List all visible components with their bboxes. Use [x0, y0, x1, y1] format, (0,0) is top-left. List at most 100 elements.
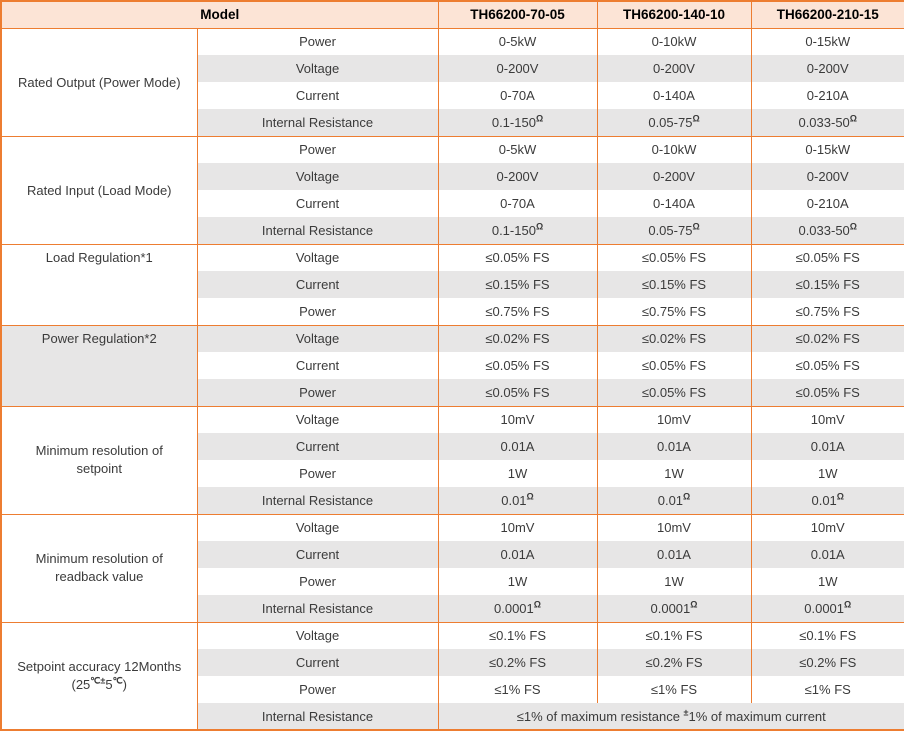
spec-value-cell: ≤0.02% FS	[596, 324, 751, 352]
spec-value-cell: ≤0.1% FS	[750, 621, 904, 649]
ohm-superscript: Ω	[533, 599, 541, 610]
spec-value-cell: 0-200V	[437, 55, 597, 82]
spec-value-cell: ≤0.1% FS	[596, 621, 751, 649]
spec-value-cell: 0.01A	[437, 541, 597, 568]
table-row: Rated Input (Load Mode) Power 0-5kW 0-10…	[0, 135, 904, 244]
param-label-cell: Voltage	[196, 513, 438, 541]
table-row: Current 0.01A 0.01A 0.01A	[1, 433, 904, 460]
table-row: Internal Resistance 0.1-150Ω 0.05-75Ω 0.…	[1, 109, 904, 136]
spec-value-cell: ≤0.05% FS	[596, 379, 751, 406]
celsius-superscript: ℃±	[90, 675, 106, 686]
spec-value-cell: ≤0.75% FS	[750, 298, 904, 325]
param-label-cell: Voltage	[196, 243, 438, 271]
spec-value-cell: 0.1-150Ω	[437, 109, 597, 136]
spec-value-cell: 0.033-50Ω	[750, 217, 904, 244]
table-row: Voltage 0-200V 0-200V 0-200V	[1, 55, 904, 82]
spec-value-cell: ≤0.05% FS	[596, 243, 751, 271]
ohm-superscript: Ω	[683, 491, 691, 502]
model-header-cell: Model	[0, 1, 438, 29]
spec-value-cell: 0-5kW	[437, 27, 597, 55]
spec-value-cell: ≤0.02% FS	[437, 324, 597, 352]
spec-value-cell: 0-200V	[596, 163, 751, 190]
spec-value-cell: 0.01Ω	[437, 487, 597, 514]
spec-value-cell: ≤0.05% FS	[437, 243, 597, 271]
param-label-cell: Power	[196, 676, 438, 703]
spec-value-cell: 0-10kW	[596, 135, 751, 163]
model-column-header: TH66200-140-10	[596, 1, 751, 29]
param-label-cell: Voltage	[196, 324, 438, 352]
param-label-cell: Current	[196, 190, 438, 217]
ohm-superscript: Ω	[690, 599, 698, 610]
table-row: Load Regulation*1 Voltage ≤0.05% FS ≤0.0…	[0, 243, 904, 325]
spec-value-cell: 10mV	[750, 405, 904, 433]
ohm-superscript: Ω	[844, 599, 852, 610]
ohm-superscript: Ω	[526, 491, 534, 502]
spec-value-cell: 0.01A	[596, 541, 751, 568]
table-row: Internal Resistance 0.01Ω 0.01Ω 0.01Ω	[1, 487, 904, 514]
ohm-superscript: Ω	[692, 113, 700, 124]
table-row: Internal Resistance ≤1% of maximum resis…	[1, 703, 904, 730]
table-row: Power Regulation*2 Voltage ≤0.02% FS ≤0.…	[0, 324, 904, 406]
table-row: Current 0-70A 0-140A 0-210A	[1, 82, 904, 109]
merged-spec-value-cell: ≤1% of maximum resistance ±1% of maximum…	[437, 703, 904, 730]
spec-value-cell: 0.05-75Ω	[596, 109, 751, 136]
spec-value-cell: 0.05-75Ω	[596, 217, 751, 244]
spec-value-cell: 0.01Ω	[596, 487, 751, 514]
param-label-cell: Internal Resistance	[196, 217, 438, 244]
spec-value-cell: 10mV	[596, 405, 751, 433]
spec-value-cell: ≤1% FS	[750, 676, 904, 703]
param-label-cell: Current	[196, 649, 438, 676]
ohm-superscript: Ω	[849, 113, 858, 124]
ohm-superscript: Ω	[692, 221, 700, 232]
param-label-cell: Voltage	[196, 621, 438, 649]
spec-value-cell: 0-10kW	[596, 27, 751, 55]
param-label-cell: Power	[196, 135, 438, 163]
group-label-cell: Minimum resolution of readback value	[0, 513, 197, 622]
table-row: Current ≤0.15% FS ≤0.15% FS ≤0.15% FS	[1, 271, 904, 298]
model-column-header: TH66200-70-05	[437, 1, 597, 29]
spec-value-cell: 0-200V	[750, 55, 904, 82]
spec-value-cell: ≤0.15% FS	[437, 271, 597, 298]
table-row: Internal Resistance 0.0001Ω 0.0001Ω 0.00…	[1, 595, 904, 622]
spec-value-cell: 0.01A	[750, 541, 904, 568]
spec-value-cell: ≤0.15% FS	[750, 271, 904, 298]
spec-value-cell: 1W	[437, 460, 597, 487]
table-row: Power 1W 1W 1W	[1, 460, 904, 487]
group-label-cell: Load Regulation*1	[0, 243, 197, 325]
spec-value-cell: ≤0.05% FS	[750, 243, 904, 271]
spec-value-cell: ≤0.2% FS	[750, 649, 904, 676]
table-row: Power 1W 1W 1W	[1, 568, 904, 595]
table-row: Power ≤0.75% FS ≤0.75% FS ≤0.75% FS	[1, 298, 904, 325]
spec-value-cell: 1W	[437, 568, 597, 595]
param-label-cell: Power	[196, 379, 438, 406]
param-label-cell: Current	[196, 352, 438, 379]
spec-value-cell: 0-70A	[437, 190, 597, 217]
spec-value-cell: 10mV	[437, 405, 597, 433]
spec-value-cell: 0.01A	[750, 433, 904, 460]
spec-value-cell: 0-210A	[750, 82, 904, 109]
spec-value-cell: 10mV	[596, 513, 751, 541]
table-row: Power ≤0.05% FS ≤0.05% FS ≤0.05% FS	[1, 379, 904, 406]
table-row: Voltage 0-200V 0-200V 0-200V	[1, 163, 904, 190]
spec-value-cell: ≤1% FS	[596, 676, 751, 703]
spec-value-cell: 10mV	[437, 513, 597, 541]
group-label-cell: Power Regulation*2	[0, 324, 197, 406]
spec-value-cell: 0.01Ω	[750, 487, 904, 514]
table-row: Rated Output (Power Mode) Power 0-5kW 0-…	[0, 27, 904, 136]
group-label-cell: Minimum resolution of setpoint	[0, 405, 197, 514]
table-row: Minimum resolution of setpoint Voltage 10…	[0, 405, 904, 514]
group-label-cell: Rated Input (Load Mode)	[0, 135, 197, 244]
spec-value-cell: ≤0.05% FS	[437, 379, 597, 406]
spec-value-cell: 0-140A	[596, 82, 751, 109]
spec-value-cell: 0-200V	[596, 55, 751, 82]
spec-value-cell: 0-15kW	[750, 135, 904, 163]
spec-value-cell: 0-200V	[437, 163, 597, 190]
spec-value-cell: ≤0.1% FS	[437, 621, 597, 649]
spec-value-cell: 1W	[750, 460, 904, 487]
spec-value-cell: ≤0.15% FS	[596, 271, 751, 298]
table-row: Setpoint accuracy 12Months (25℃±5℃) Volt…	[0, 621, 904, 730]
table-row: Current ≤0.05% FS ≤0.05% FS ≤0.05% FS	[1, 352, 904, 379]
spec-value-cell: ≤1% FS	[437, 676, 597, 703]
ohm-superscript: Ω	[849, 221, 858, 232]
